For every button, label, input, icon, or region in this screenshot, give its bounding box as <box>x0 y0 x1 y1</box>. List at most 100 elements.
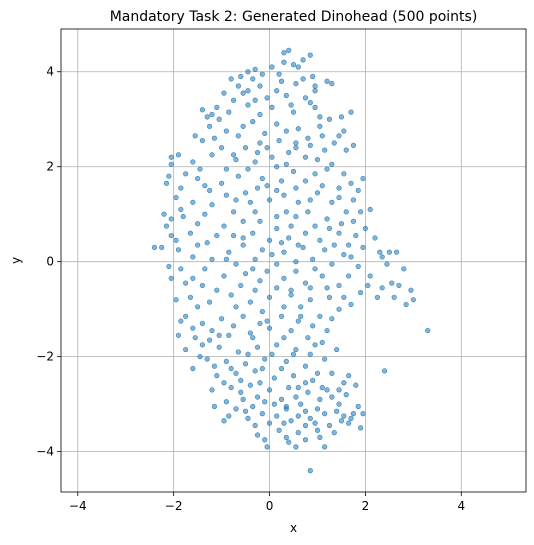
scatter-point <box>214 373 220 379</box>
scatter-point <box>314 156 321 163</box>
scatter-point <box>262 130 268 137</box>
scatter-point <box>187 230 194 236</box>
scatter-point <box>305 209 311 215</box>
scatter-point <box>252 209 258 215</box>
scatter-point <box>317 114 323 120</box>
scatter-point <box>322 247 328 253</box>
scatter-point <box>178 266 184 272</box>
scatter-point <box>310 323 316 329</box>
scatter-point <box>180 213 186 220</box>
scatter-point <box>183 346 189 353</box>
scatter-point <box>317 123 323 129</box>
scatter-point <box>254 394 261 400</box>
scatter-point <box>348 180 354 186</box>
scatter-point <box>295 64 301 70</box>
scatter-point <box>288 292 294 298</box>
scatter-point <box>240 90 246 96</box>
scatter-point <box>195 242 201 248</box>
scatter-point <box>358 425 364 431</box>
scatter-point <box>197 354 203 360</box>
x-tick-label: 4 <box>457 499 465 513</box>
scatter-point <box>293 394 299 400</box>
scatter-point <box>386 249 392 255</box>
scatter-point <box>346 242 352 248</box>
scatter-point <box>202 211 208 217</box>
scatter-point <box>293 185 299 191</box>
scatter-point <box>317 237 323 243</box>
scatter-point <box>314 406 321 412</box>
scatter-point <box>183 313 189 319</box>
scatter-point <box>250 266 256 272</box>
scatter-point <box>360 411 366 417</box>
scatter-point <box>298 401 304 407</box>
scatter-point <box>245 166 251 172</box>
scatter-point <box>293 81 299 87</box>
scatter-point <box>230 323 237 329</box>
scatter-point <box>252 256 258 262</box>
scatter-point <box>209 327 215 334</box>
scatter-point <box>211 135 218 141</box>
scatter-point <box>341 251 347 258</box>
scatter-point <box>192 335 198 341</box>
scatter-point <box>207 337 213 343</box>
scatter-point <box>223 128 229 134</box>
scatter-point <box>178 206 184 213</box>
scatter-point <box>173 194 179 201</box>
scatter-point <box>312 266 318 272</box>
scatter-point <box>288 327 294 334</box>
scatter-point <box>264 95 270 101</box>
scatter-point <box>199 342 206 348</box>
scatter-point <box>307 285 313 291</box>
scatter-point <box>276 137 282 144</box>
scatter-point <box>286 149 292 156</box>
scatter-point <box>286 384 292 391</box>
scatter-point <box>257 218 263 224</box>
scatter-point <box>266 197 273 203</box>
scatter-point <box>183 171 189 177</box>
scatter-point <box>367 273 373 279</box>
scatter-point <box>175 152 182 158</box>
scatter-point <box>343 209 349 215</box>
y-axis-label: y <box>9 257 23 264</box>
scatter-point <box>269 351 275 357</box>
scatter-point <box>346 273 352 279</box>
scatter-point <box>360 175 366 182</box>
scatter-point <box>329 199 335 205</box>
scatter-point <box>312 342 318 348</box>
scatter-point <box>226 109 232 115</box>
scatter-point <box>281 192 287 198</box>
scatter-point <box>235 83 241 89</box>
scatter-point <box>283 209 289 215</box>
scatter-point <box>274 285 280 291</box>
scatter-point <box>233 406 239 412</box>
scatter-point <box>235 173 241 179</box>
scatter-point <box>358 209 364 215</box>
scatter-point <box>403 301 409 308</box>
scatter-point <box>192 133 198 139</box>
scatter-point <box>190 159 196 165</box>
scatter-point <box>336 387 342 393</box>
scatter-point <box>362 225 369 232</box>
scatter-point <box>324 216 330 222</box>
scatter-point <box>290 373 297 379</box>
scatter-point <box>269 251 275 258</box>
scatter-point <box>159 244 165 251</box>
scatter-point <box>178 185 184 191</box>
scatter-point <box>238 377 244 384</box>
scatter-point <box>221 90 227 96</box>
scatter-point <box>312 83 318 89</box>
scatter-point <box>389 280 395 286</box>
scatter-point <box>278 396 285 403</box>
scatter-point <box>305 335 311 341</box>
scatter-point <box>175 247 182 253</box>
scatter-point <box>348 301 354 308</box>
scatter-point <box>190 254 196 260</box>
scatter-point <box>266 325 273 331</box>
scatter-point <box>195 304 201 310</box>
scatter-point <box>278 365 285 372</box>
scatter-point <box>240 396 246 403</box>
scatter-point <box>252 159 258 165</box>
scatter-point <box>242 361 249 367</box>
scatter-point <box>274 164 280 170</box>
